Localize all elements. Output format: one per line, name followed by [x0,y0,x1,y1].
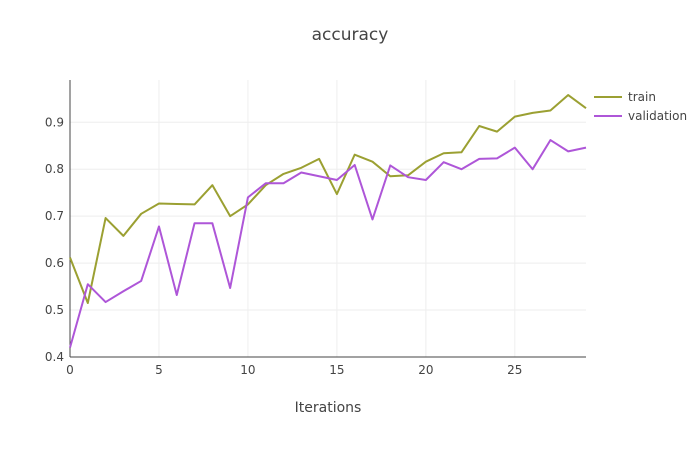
legend-label: train [628,90,656,104]
x-tick-label: 25 [507,363,522,377]
y-tick-label: 0.9 [45,115,64,129]
x-tick-label: 15 [329,363,344,377]
legend[interactable]: train validation [594,90,687,123]
grid-lines [70,80,586,357]
x-tick-label: 0 [66,363,74,377]
y-tick-label: 0.8 [45,162,64,176]
series-line-train [69,94,587,305]
legend-label: validation [628,109,687,123]
axes: 0 5 10 15 20 25 0.4 0.5 0.6 0.7 0.8 0.9 [45,80,586,377]
legend-item-train[interactable]: train [594,90,656,104]
y-tick-label: 0.4 [45,350,64,364]
y-tick-label: 0.5 [45,303,64,317]
x-tick-label: 5 [155,363,163,377]
legend-item-validation[interactable]: validation [594,109,687,123]
x-tick-label: 10 [240,363,255,377]
y-tick-label: 0.7 [45,209,64,223]
x-tick-label: 20 [418,363,433,377]
chart-title: accuracy [312,25,389,45]
y-tick-label: 0.6 [45,256,64,270]
series-line-validation [69,139,587,348]
x-axis-label: Iterations [295,400,362,416]
series-layer [69,94,587,348]
